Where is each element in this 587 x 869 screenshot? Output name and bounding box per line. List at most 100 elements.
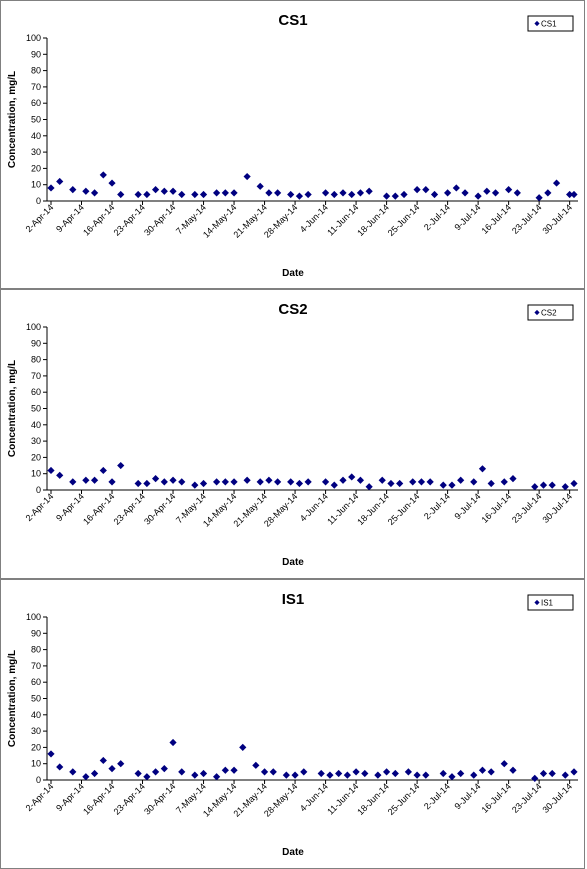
data-point <box>500 760 508 768</box>
x-tick-label: 23-Jul-14 <box>510 491 544 525</box>
x-tick-label: 23-Apr-14 <box>112 781 147 816</box>
y-tick-label: 100 <box>26 612 41 622</box>
data-point <box>391 769 399 778</box>
data-point <box>539 769 548 778</box>
data-point <box>400 190 408 199</box>
data-point <box>513 189 521 197</box>
data-point <box>552 179 561 187</box>
data-point <box>348 190 356 199</box>
data-point <box>99 756 107 765</box>
data-point <box>304 190 312 199</box>
chart-panel-is1: IS1 0 10 20 30 40 50 60 70 80 90 100 Concentration, … <box>0 579 585 869</box>
y-axis-title: Concentration, mg/L <box>7 360 18 457</box>
data-point <box>374 771 382 779</box>
x-tick-label: 28-May-14 <box>262 202 299 239</box>
legend-box <box>527 304 574 321</box>
data-point <box>422 185 430 194</box>
y-tick-label: 10 <box>31 180 41 190</box>
data-point <box>160 478 168 486</box>
data-point <box>505 185 513 194</box>
data-point <box>143 190 151 199</box>
data-point <box>108 764 116 773</box>
y-tick-label: 30 <box>31 436 41 446</box>
data-point <box>265 476 273 484</box>
data-point <box>213 773 221 781</box>
data-point <box>152 768 160 776</box>
legend-box <box>527 15 574 32</box>
y-tick-label: 100 <box>26 33 41 43</box>
x-tick-label: 28-May-14 <box>262 781 299 818</box>
y-tick-label: 80 <box>31 355 41 365</box>
x-tick-label: 25-Jun-14 <box>386 781 422 817</box>
data-point <box>160 187 168 195</box>
x-tick-label: 18-Jun-14 <box>355 781 391 817</box>
data-point <box>243 476 251 484</box>
data-point <box>295 192 304 200</box>
data-point <box>470 771 478 779</box>
data-point <box>199 190 208 199</box>
data-point <box>417 478 426 486</box>
data-point <box>413 185 421 194</box>
data-point <box>544 189 552 197</box>
y-tick-label: 40 <box>31 420 41 430</box>
data-point <box>531 774 539 782</box>
data-point <box>213 189 221 197</box>
data-point <box>487 479 495 488</box>
data-point <box>474 192 482 200</box>
data-point <box>221 478 229 486</box>
data-point <box>430 190 439 199</box>
data-point <box>439 769 447 778</box>
data-point <box>413 771 421 779</box>
data-point <box>387 479 395 488</box>
x-tick-label: 9-Jul-14 <box>452 202 482 232</box>
legend-marker <box>534 20 540 27</box>
data-point <box>56 471 64 479</box>
y-tick-label: 0 <box>36 485 41 495</box>
x-tick-label: 16-Jul-14 <box>479 781 513 815</box>
data-point <box>339 476 347 484</box>
data-point <box>321 189 330 197</box>
data-point <box>143 479 151 488</box>
data-point <box>69 185 77 194</box>
data-point <box>330 481 338 489</box>
data-point <box>457 476 465 484</box>
x-tick-label: 2-Jul-14 <box>422 202 452 232</box>
x-tick-label: 23-Apr-14 <box>112 202 147 237</box>
x-tick-label: 16-Jul-14 <box>479 202 513 236</box>
data-point <box>539 481 548 489</box>
data-point <box>82 476 90 484</box>
data-point <box>230 189 238 197</box>
y-tick-label: 20 <box>31 163 41 173</box>
x-tick-label: 30-Apr-14 <box>142 781 177 816</box>
x-tick-label: 30-Jul-14 <box>540 781 574 815</box>
data-point <box>300 768 308 776</box>
data-point <box>561 771 569 779</box>
data-point <box>287 478 295 486</box>
data-point <box>348 473 356 481</box>
data-point <box>213 478 221 486</box>
data-point <box>287 190 295 199</box>
data-point <box>317 769 325 778</box>
x-tick-label: 9-Jul-14 <box>452 491 482 521</box>
data-point <box>330 190 338 199</box>
data-point <box>99 171 107 179</box>
x-axis-title: Date <box>282 268 304 279</box>
data-point <box>321 478 330 486</box>
data-point <box>221 766 229 774</box>
y-tick-label: 0 <box>36 196 41 206</box>
data-point <box>470 478 478 486</box>
data-point <box>448 481 456 489</box>
chart-is1: IS1 0 10 20 30 40 50 60 70 80 90 100 Concentration, … <box>7 591 578 858</box>
data-point <box>47 466 55 475</box>
data-point <box>509 766 517 774</box>
data-point <box>295 479 304 488</box>
chart-panel-cs2: CS2 0 10 20 30 40 50 60 70 80 90 100 Concentration, … <box>0 289 585 579</box>
x-tick-label: 25-Jun-14 <box>386 202 422 238</box>
legend-marker <box>534 599 540 606</box>
y-tick-label: 90 <box>31 338 41 348</box>
data-point <box>90 476 99 484</box>
legend-box <box>527 594 574 611</box>
x-tick-label: 16-Apr-14 <box>81 202 116 237</box>
data-point <box>356 189 365 197</box>
data-point <box>239 743 247 751</box>
